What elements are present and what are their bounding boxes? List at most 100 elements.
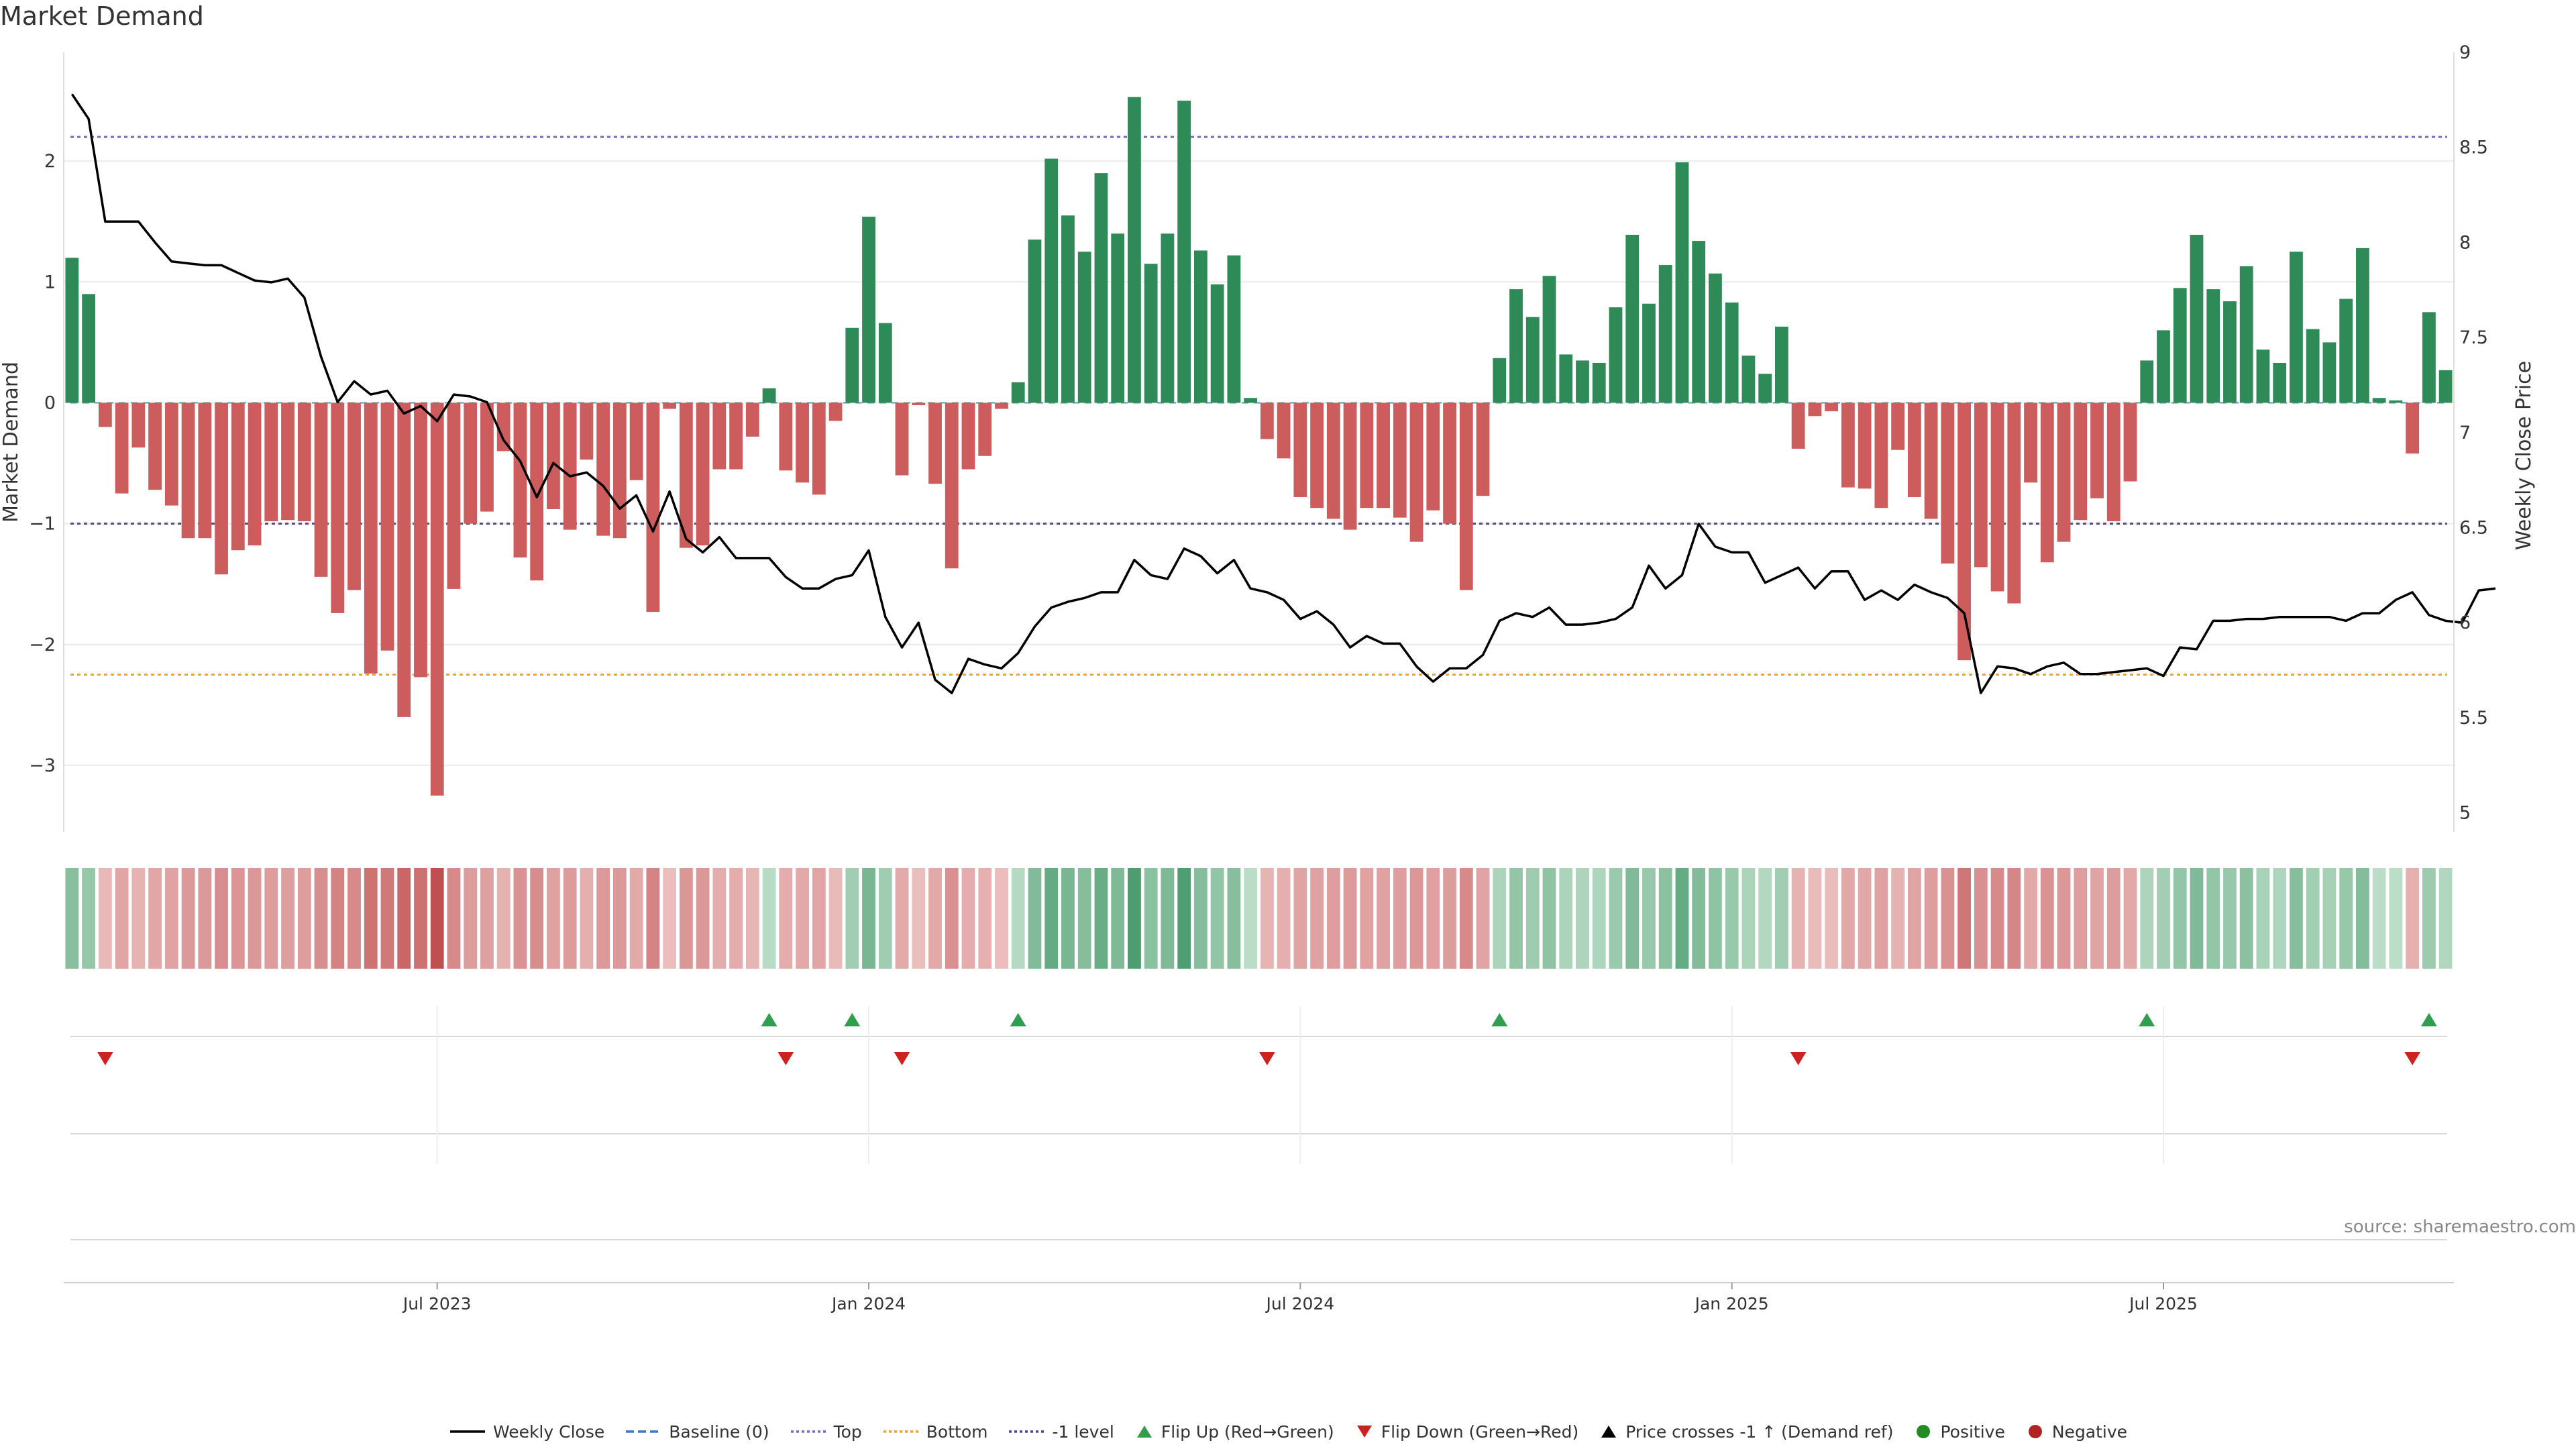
- heat-cell: [1227, 868, 1241, 969]
- heat-cell: [1177, 868, 1191, 969]
- legend-label: Bottom: [926, 1421, 988, 1442]
- demand-bar: [1393, 402, 1407, 518]
- demand-bar: [1642, 303, 1656, 403]
- demand-bar: [65, 258, 79, 403]
- demand-bar: [1360, 402, 1374, 508]
- x-tick-label: Jan 2025: [1694, 1294, 1769, 1313]
- demand-bar: [2074, 402, 2088, 521]
- heat-cell: [1459, 868, 1473, 969]
- demand-bar: [1658, 265, 1672, 403]
- heat-cell: [1260, 868, 1274, 969]
- demand-bar: [1011, 382, 1025, 403]
- axes: −3 −2 −1 0 1 2 Market Demand 5 5.5 6 6.5 7 7.5 8 8.5 9 W…: [0, 42, 2536, 832]
- demand-bar: [663, 402, 677, 409]
- demand-bar: [862, 217, 875, 403]
- demand-bar: [1260, 402, 1274, 439]
- demand-bar: [2256, 350, 2270, 403]
- heat-cell: [1825, 868, 1839, 969]
- legend-symbol-icon: [1136, 1426, 1152, 1438]
- demand-bar: [1161, 233, 1175, 403]
- demand-bar: [347, 402, 361, 590]
- demand-bar: [380, 402, 394, 651]
- demand-bar: [414, 402, 427, 678]
- heat-cell: [65, 868, 79, 969]
- heat-cell: [1609, 868, 1623, 969]
- heat-cell: [264, 868, 278, 969]
- demand-bar: [729, 402, 743, 470]
- demand-bar: [364, 402, 378, 674]
- demand-bar: [1293, 402, 1307, 497]
- heat-cell: [164, 868, 178, 969]
- heat-cell: [496, 868, 511, 969]
- heat-cell: [1907, 868, 1921, 969]
- demand-bar: [2157, 330, 2170, 403]
- legend-label: Baseline (0): [669, 1421, 769, 1442]
- heat-cell: [513, 868, 527, 969]
- demand-bar: [181, 402, 195, 539]
- heat-cell: [2074, 868, 2088, 969]
- legend-symbol-icon: [1356, 1426, 1372, 1438]
- demand-bar: [115, 402, 129, 494]
- demand-bar: [1326, 402, 1340, 519]
- heat-cell: [2306, 868, 2320, 969]
- heat-cell: [2406, 868, 2420, 969]
- heat-cell: [281, 868, 294, 969]
- heat-cell: [1111, 868, 1125, 969]
- heat-cell: [82, 868, 96, 969]
- heat-cell: [1874, 868, 1888, 969]
- legend-item: Negative: [2025, 1421, 2127, 1442]
- heat-cell: [1194, 868, 1208, 969]
- heat-cell: [1293, 868, 1307, 969]
- demand-bar: [1310, 402, 1324, 508]
- heat-cell: [2372, 868, 2386, 969]
- demand-bar: [1343, 402, 1357, 530]
- demand-bar: [1459, 402, 1473, 590]
- heat-cell: [1808, 868, 1822, 969]
- demand-bar: [281, 402, 294, 521]
- demand-bar: [1825, 402, 1839, 412]
- heat-cell: [2290, 868, 2303, 969]
- legend-symbol-icon: [883, 1430, 918, 1433]
- legend-label: Top: [833, 1421, 862, 1442]
- heat-cell: [2007, 868, 2021, 969]
- flip-down-marker: [97, 1052, 113, 1065]
- x-axis: Jul 2023 Jan 2024 Jul 2024 Jan 2025 Jul 2025: [64, 1006, 2454, 1313]
- heat-cell: [2040, 868, 2054, 969]
- heat-cell: [231, 868, 245, 969]
- demand-bar: [812, 402, 826, 495]
- source-credit: source: sharemaestro.com: [2344, 1217, 2576, 1237]
- demand-bar: [696, 402, 710, 546]
- demand-bar: [2372, 398, 2386, 403]
- demand-bar: [513, 402, 527, 558]
- demand-bar: [2290, 252, 2303, 403]
- heat-cell: [2057, 868, 2071, 969]
- heat-cell: [1509, 868, 1523, 969]
- demand-bar: [1609, 307, 1623, 403]
- heat-cell: [2123, 868, 2137, 969]
- flip-down-marker: [894, 1052, 910, 1065]
- heat-cell: [1443, 868, 1456, 969]
- heat-cell: [995, 868, 1008, 969]
- heat-cell: [1675, 868, 1689, 969]
- legend-symbol-icon: [626, 1430, 661, 1433]
- demand-bar: [1244, 398, 1258, 403]
- heat-cell: [762, 868, 776, 969]
- demand-bar: [447, 402, 461, 589]
- legend-label: Flip Down (Green→Red): [1381, 1421, 1579, 1442]
- flip-up-marker: [844, 1013, 861, 1026]
- legend-label: Negative: [2051, 1421, 2128, 1442]
- heat-cell: [878, 868, 892, 969]
- heat-cell: [248, 868, 262, 969]
- heat-cell: [331, 868, 345, 969]
- heat-cell: [928, 868, 942, 969]
- heat-cell: [215, 868, 228, 969]
- x-tick-label: Jan 2024: [830, 1294, 906, 1313]
- demand-bar: [164, 402, 178, 506]
- demand-bar: [1758, 374, 1772, 403]
- demand-bar: [1874, 402, 1888, 508]
- heat-cell: [1741, 868, 1756, 969]
- demand-bar: [397, 402, 411, 717]
- heat-cell: [464, 868, 478, 969]
- legend-symbol-icon: [1601, 1426, 1617, 1438]
- demand-bar: [1741, 356, 1756, 403]
